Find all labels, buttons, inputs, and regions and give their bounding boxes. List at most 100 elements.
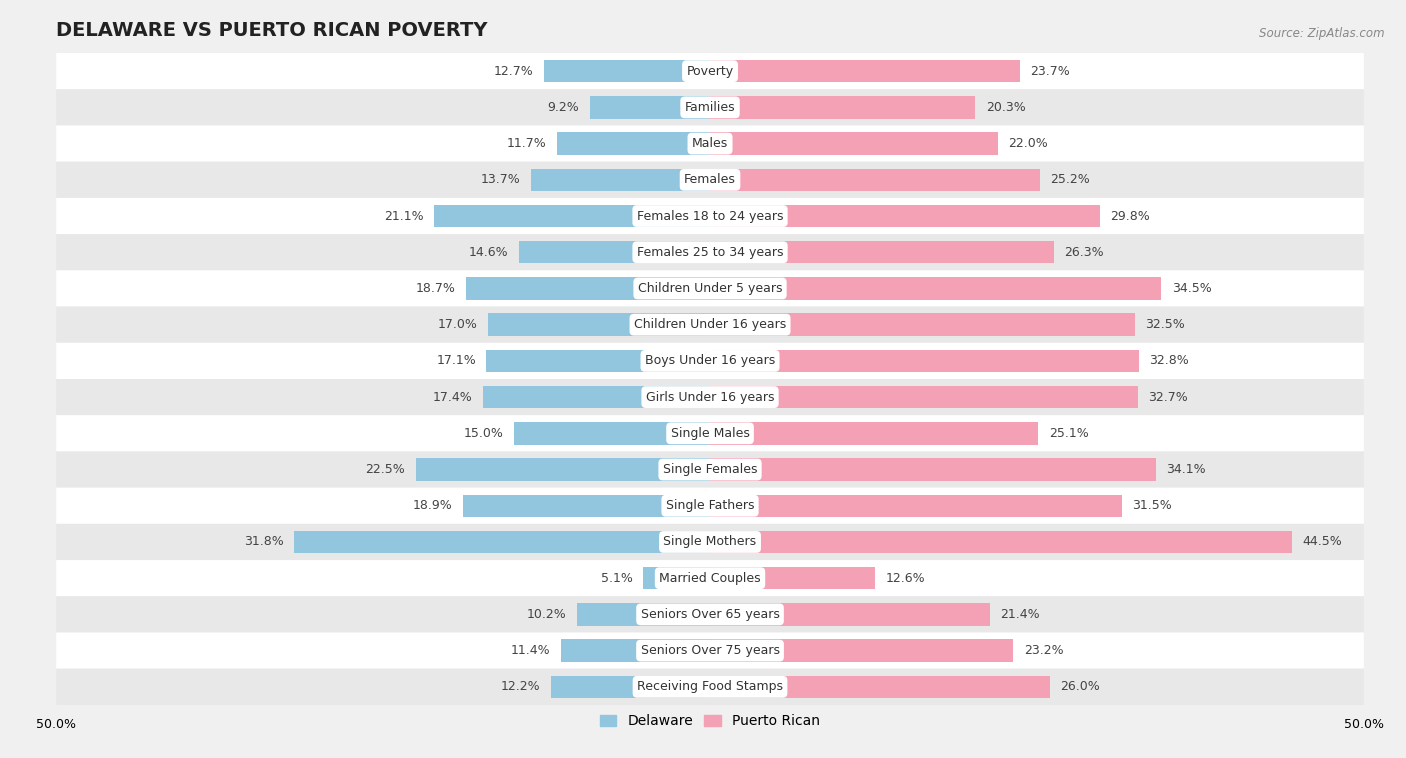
Bar <box>519 241 710 264</box>
Bar <box>710 494 1122 517</box>
Bar <box>710 675 1050 698</box>
Text: 12.7%: 12.7% <box>494 64 533 77</box>
Bar <box>589 96 710 118</box>
Bar <box>416 459 710 481</box>
Text: Families: Families <box>685 101 735 114</box>
Bar <box>544 60 710 83</box>
Bar <box>576 603 710 625</box>
Text: 25.2%: 25.2% <box>1050 174 1090 186</box>
Bar <box>294 531 710 553</box>
Text: Children Under 16 years: Children Under 16 years <box>634 318 786 331</box>
Bar <box>710 386 1137 409</box>
Text: 20.3%: 20.3% <box>986 101 1026 114</box>
Text: Receiving Food Stamps: Receiving Food Stamps <box>637 681 783 694</box>
Legend: Delaware, Puerto Rican: Delaware, Puerto Rican <box>595 709 825 734</box>
Bar <box>710 241 1054 264</box>
Text: Single Fathers: Single Fathers <box>666 500 754 512</box>
FancyBboxPatch shape <box>56 560 1364 597</box>
Bar <box>710 133 998 155</box>
FancyBboxPatch shape <box>56 632 1364 669</box>
Text: 13.7%: 13.7% <box>481 174 520 186</box>
Text: 17.1%: 17.1% <box>436 355 477 368</box>
Bar <box>561 640 710 662</box>
Text: 10.2%: 10.2% <box>526 608 567 621</box>
FancyBboxPatch shape <box>56 597 1364 632</box>
Bar <box>531 168 710 191</box>
Text: 12.6%: 12.6% <box>886 572 925 584</box>
Text: 11.4%: 11.4% <box>510 644 551 657</box>
Text: Females: Females <box>685 174 735 186</box>
Text: 18.9%: 18.9% <box>413 500 453 512</box>
Text: Females 18 to 24 years: Females 18 to 24 years <box>637 209 783 223</box>
Text: Seniors Over 65 years: Seniors Over 65 years <box>641 608 779 621</box>
Text: Source: ZipAtlas.com: Source: ZipAtlas.com <box>1260 27 1385 39</box>
Text: 11.7%: 11.7% <box>506 137 547 150</box>
Text: Girls Under 16 years: Girls Under 16 years <box>645 390 775 403</box>
Text: Boys Under 16 years: Boys Under 16 years <box>645 355 775 368</box>
Bar <box>710 96 976 118</box>
FancyBboxPatch shape <box>56 234 1364 271</box>
Text: Children Under 5 years: Children Under 5 years <box>638 282 782 295</box>
Text: 12.2%: 12.2% <box>501 681 540 694</box>
Text: Males: Males <box>692 137 728 150</box>
FancyBboxPatch shape <box>56 452 1364 487</box>
Text: Females 25 to 34 years: Females 25 to 34 years <box>637 246 783 258</box>
Text: 26.0%: 26.0% <box>1060 681 1101 694</box>
FancyBboxPatch shape <box>56 89 1364 126</box>
Bar <box>710 349 1139 372</box>
FancyBboxPatch shape <box>56 198 1364 234</box>
Bar <box>463 494 710 517</box>
Text: 18.7%: 18.7% <box>415 282 456 295</box>
FancyBboxPatch shape <box>56 524 1364 560</box>
Text: Poverty: Poverty <box>686 64 734 77</box>
Text: 21.1%: 21.1% <box>384 209 423 223</box>
FancyBboxPatch shape <box>56 53 1364 89</box>
Text: 22.0%: 22.0% <box>1008 137 1047 150</box>
Bar <box>710 640 1014 662</box>
Bar <box>710 168 1039 191</box>
Bar <box>515 422 710 444</box>
Text: 32.8%: 32.8% <box>1149 355 1189 368</box>
Text: 29.8%: 29.8% <box>1111 209 1150 223</box>
FancyBboxPatch shape <box>56 126 1364 161</box>
Text: 26.3%: 26.3% <box>1064 246 1104 258</box>
Text: 34.5%: 34.5% <box>1171 282 1212 295</box>
Bar <box>644 567 710 590</box>
Text: Single Females: Single Females <box>662 463 758 476</box>
Text: 44.5%: 44.5% <box>1302 535 1343 549</box>
Text: 23.7%: 23.7% <box>1031 64 1070 77</box>
Text: 23.2%: 23.2% <box>1024 644 1063 657</box>
Text: Married Couples: Married Couples <box>659 572 761 584</box>
FancyBboxPatch shape <box>56 343 1364 379</box>
FancyBboxPatch shape <box>56 487 1364 524</box>
Text: 22.5%: 22.5% <box>366 463 405 476</box>
FancyBboxPatch shape <box>56 415 1364 452</box>
FancyBboxPatch shape <box>56 161 1364 198</box>
FancyBboxPatch shape <box>56 379 1364 415</box>
Text: 17.4%: 17.4% <box>432 390 472 403</box>
Bar <box>710 277 1161 299</box>
Bar <box>557 133 710 155</box>
Text: 31.5%: 31.5% <box>1132 500 1173 512</box>
Bar <box>434 205 710 227</box>
FancyBboxPatch shape <box>56 306 1364 343</box>
Text: 14.6%: 14.6% <box>470 246 509 258</box>
Text: Seniors Over 75 years: Seniors Over 75 years <box>641 644 779 657</box>
FancyBboxPatch shape <box>56 271 1364 306</box>
Bar <box>710 205 1099 227</box>
Text: 34.1%: 34.1% <box>1167 463 1206 476</box>
Text: 31.8%: 31.8% <box>245 535 284 549</box>
Bar <box>710 531 1292 553</box>
Text: 25.1%: 25.1% <box>1049 427 1088 440</box>
Bar <box>710 567 875 590</box>
Text: Single Males: Single Males <box>671 427 749 440</box>
Text: DELAWARE VS PUERTO RICAN POVERTY: DELAWARE VS PUERTO RICAN POVERTY <box>56 21 488 40</box>
Bar <box>710 314 1135 336</box>
Text: 17.0%: 17.0% <box>437 318 477 331</box>
Text: 32.7%: 32.7% <box>1149 390 1188 403</box>
Text: 15.0%: 15.0% <box>464 427 503 440</box>
Bar <box>488 314 710 336</box>
Bar <box>482 386 710 409</box>
Text: 21.4%: 21.4% <box>1000 608 1040 621</box>
FancyBboxPatch shape <box>56 669 1364 705</box>
